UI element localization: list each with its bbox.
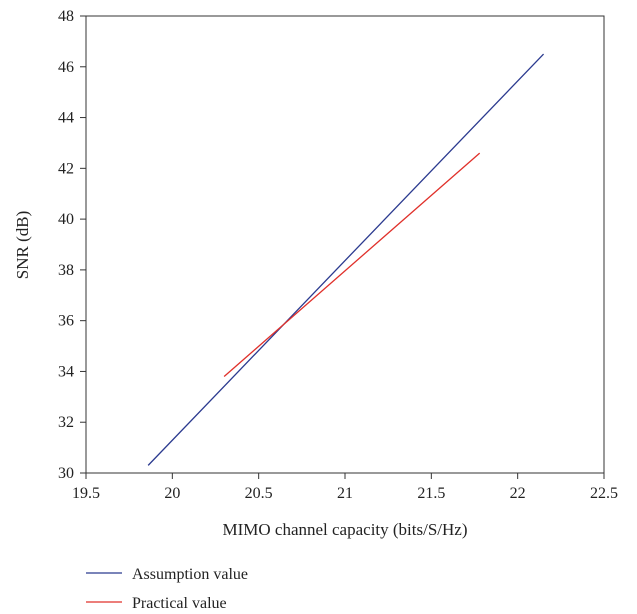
y-tick-label: 46 — [58, 59, 74, 76]
y-tick-label: 38 — [58, 262, 74, 279]
y-tick-label: 30 — [58, 465, 74, 482]
legend-label-1: Assumption value — [132, 566, 248, 583]
x-axis-ticks: 19.5 20 20.5 21 21.5 22 22.5 — [72, 473, 618, 502]
x-tick-label: 22.5 — [590, 485, 618, 502]
y-tick-label: 36 — [58, 313, 74, 330]
y-tick-label: 44 — [58, 110, 74, 127]
y-axis-ticks: 30 32 34 36 38 40 42 44 46 48 — [58, 8, 86, 482]
y-tick-label: 32 — [58, 414, 74, 431]
y-tick-label: 48 — [58, 8, 74, 25]
series-lines — [147, 53, 545, 466]
y-tick-label: 42 — [58, 160, 74, 177]
x-tick-label: 20 — [164, 485, 180, 502]
plot-frame — [85, 15, 605, 474]
legend-label-2: Practical value — [132, 595, 227, 612]
x-tick-label: 20.5 — [245, 485, 273, 502]
series-line-2 — [223, 152, 481, 378]
y-tick-label: 34 — [58, 363, 74, 380]
plot-area — [85, 15, 605, 474]
y-axis-label: SNR (dB) — [13, 211, 32, 279]
x-tick-label: 21 — [337, 485, 353, 502]
x-tick-label: 21.5 — [417, 485, 445, 502]
legend: Assumption value Practical value — [86, 566, 248, 612]
x-axis-label: MIMO channel capacity (bits/S/Hz) — [222, 520, 467, 539]
x-tick-label: 22 — [510, 485, 526, 502]
series-line-1 — [147, 53, 545, 466]
y-tick-label: 40 — [58, 211, 74, 228]
x-tick-label: 19.5 — [72, 485, 100, 502]
